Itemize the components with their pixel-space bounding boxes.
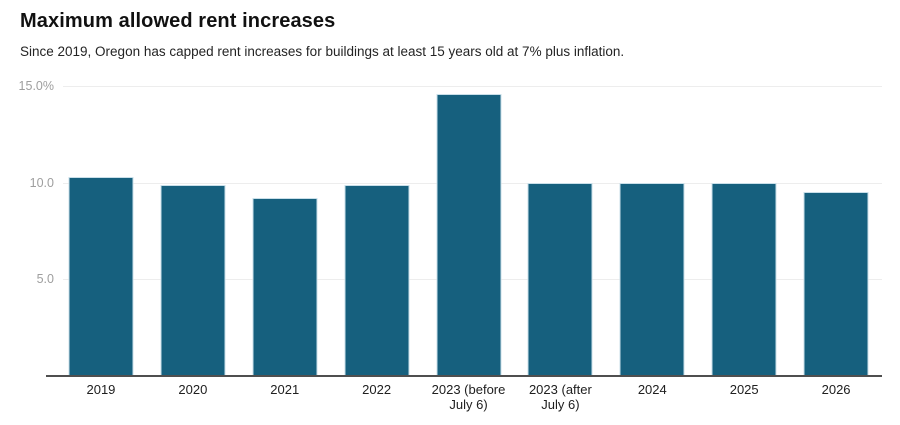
bars bbox=[55, 86, 882, 376]
bar-slot-2024 bbox=[606, 86, 698, 376]
bar-2023-before-july-6- bbox=[436, 93, 501, 376]
y-axis: 5.0 10.0 15.0% bbox=[0, 0, 54, 425]
y-tick-label-5: 5.0 bbox=[36, 272, 54, 287]
plot-area bbox=[55, 86, 882, 376]
x-tick-label-2022: 2022 bbox=[362, 382, 392, 397]
bar-slot-2019 bbox=[55, 86, 147, 376]
bar-2023-after-july-6- bbox=[527, 182, 593, 376]
bar-2026 bbox=[803, 192, 869, 376]
x-tick-label-2019: 2019 bbox=[86, 382, 116, 397]
x-tick-label-2026: 2026 bbox=[821, 382, 851, 397]
x-tick-label-2023-before-july-6-: 2023 (before July 6) bbox=[431, 382, 506, 412]
chart-title: Maximum allowed rent increases bbox=[20, 10, 336, 32]
x-axis-line bbox=[46, 375, 882, 377]
bar-slot-2021 bbox=[239, 86, 331, 376]
x-tick-label-2020: 2020 bbox=[178, 382, 208, 397]
x-tick-label-2025: 2025 bbox=[729, 382, 759, 397]
bar-slot-2026 bbox=[790, 86, 882, 376]
bar-2020 bbox=[160, 184, 226, 376]
y-tick-label-15: 15.0% bbox=[18, 79, 54, 93]
y-tick-label-10: 10.0 bbox=[29, 175, 54, 190]
chart-subtitle: Since 2019, Oregon has capped rent incre… bbox=[20, 44, 625, 59]
bar-slot-2023-after-july-6- bbox=[514, 86, 606, 376]
bar-slot-2023-before-july-6- bbox=[423, 86, 515, 376]
x-tick-label-2023-after-july-6-: 2023 (after July 6) bbox=[528, 382, 592, 412]
x-tick-label-2024: 2024 bbox=[637, 382, 667, 397]
x-axis-labels: 2019 2020 2021 2022 2023 (before July 6) 2023… bbox=[55, 382, 882, 412]
x-tick-label-2021: 2021 bbox=[270, 382, 300, 397]
bar-2021 bbox=[252, 198, 318, 376]
bar-slot-2025 bbox=[698, 86, 790, 376]
bar-2019 bbox=[68, 176, 134, 376]
bar-2024 bbox=[619, 182, 685, 376]
gridline-15 bbox=[63, 86, 882, 87]
bar-slot-2020 bbox=[147, 86, 239, 376]
bar-2025 bbox=[711, 182, 777, 376]
bar-2022 bbox=[344, 184, 410, 376]
bar-slot-2022 bbox=[331, 86, 423, 376]
